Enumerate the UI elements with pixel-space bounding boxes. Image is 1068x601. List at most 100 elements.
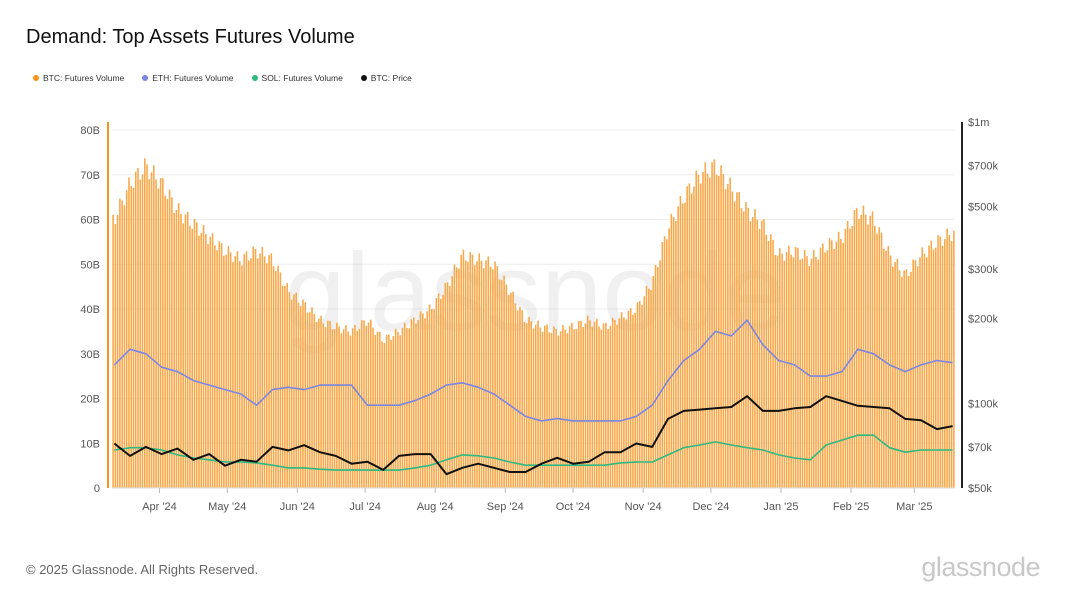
bar-btc-futures-volume <box>426 311 429 488</box>
bar-btc-futures-volume <box>602 323 605 488</box>
bar-btc-futures-volume <box>498 279 501 488</box>
bar-btc-futures-volume <box>772 239 774 488</box>
bar-btc-futures-volume <box>449 285 451 488</box>
bar-btc-futures-volume <box>788 245 790 488</box>
x-tick-label: Sep '24 <box>487 501 524 513</box>
bar-btc-futures-volume <box>232 262 234 488</box>
bar-btc-futures-volume <box>469 252 472 488</box>
bar-btc-futures-volume <box>313 313 316 488</box>
bar-btc-futures-volume <box>234 256 236 488</box>
bar-btc-futures-volume <box>950 241 953 488</box>
legend-item-btc-volume[interactable]: BTC: Futures Volume <box>33 73 124 83</box>
bar-btc-futures-volume <box>736 192 738 488</box>
copyright: © 2025 Glassnode. All Rights Reserved. <box>26 562 259 577</box>
y-left-tick-label: 20B <box>80 394 100 406</box>
bar-btc-futures-volume <box>740 208 743 488</box>
bar-btc-futures-volume <box>892 266 894 488</box>
bar-btc-futures-volume <box>679 195 682 489</box>
bar-btc-futures-volume <box>577 320 580 488</box>
bar-btc-futures-volume <box>252 246 255 488</box>
x-tick-label: Mar '25 <box>896 501 932 513</box>
bar-btc-futures-volume <box>738 192 740 488</box>
bar-btc-futures-volume <box>562 325 564 488</box>
bar-btc-futures-volume <box>272 266 275 488</box>
bar-btc-futures-volume <box>670 213 673 488</box>
y-left-tick-label: 40B <box>80 304 100 316</box>
bar-btc-futures-volume <box>910 271 912 488</box>
bar-btc-futures-volume <box>534 324 537 488</box>
bar-btc-futures-volume <box>894 261 896 488</box>
bar-btc-futures-volume <box>618 318 621 488</box>
bar-btc-futures-volume <box>790 254 792 488</box>
bar-btc-futures-volume <box>930 240 933 488</box>
y-right-tick-label: $300k <box>968 264 998 276</box>
bar-btc-futures-volume <box>645 285 648 488</box>
bar-btc-futures-volume <box>397 331 399 488</box>
bar-btc-futures-volume <box>480 260 483 488</box>
bar-btc-futures-volume <box>417 320 420 488</box>
bar-btc-futures-volume <box>223 255 225 488</box>
y-left-tick-label: 80B <box>80 125 100 137</box>
bar-btc-futures-volume <box>663 236 666 488</box>
legend-dot <box>251 75 258 81</box>
bar-btc-futures-volume <box>482 268 485 488</box>
bar-btc-futures-volume <box>564 329 566 488</box>
bar-btc-futures-volume <box>636 302 639 488</box>
bar-btc-futures-volume <box>247 260 250 488</box>
bar-btc-futures-volume <box>672 217 675 488</box>
bar-btc-futures-volume <box>290 299 293 488</box>
bar-btc-futures-volume <box>363 320 365 488</box>
bar-btc-futures-volume <box>770 234 772 488</box>
bar-btc-futures-volume <box>340 333 343 488</box>
bar-btc-futures-volume <box>419 311 422 488</box>
bar-btc-futures-volume <box>711 162 713 489</box>
legend-item-eth-volume[interactable]: ETH: Futures Volume <box>142 73 234 83</box>
x-tick-label: Apr '24 <box>142 501 177 513</box>
legend-item-btc-price[interactable]: BTC: Price <box>360 73 412 83</box>
bar-btc-futures-volume <box>598 326 600 488</box>
bar-btc-futures-volume <box>620 312 623 488</box>
bar-btc-futures-volume <box>914 260 917 488</box>
bar-btc-futures-volume <box>171 197 173 488</box>
bar-btc-futures-volume <box>860 214 862 489</box>
bar-btc-futures-volume <box>593 321 596 488</box>
bar-btc-futures-volume <box>941 245 944 488</box>
bar-btc-futures-volume <box>541 331 544 488</box>
bar-btc-futures-volume <box>643 296 646 488</box>
bar-btc-futures-volume <box>767 241 770 488</box>
bar-btc-futures-volume <box>318 318 320 488</box>
bar-btc-futures-volume <box>216 250 218 488</box>
bar-btc-futures-volume <box>853 209 856 488</box>
bar-btc-futures-volume <box>489 266 492 488</box>
bar-btc-futures-volume <box>810 258 813 488</box>
bar-btc-futures-volume <box>451 276 453 488</box>
y-right-tick-label: $50k <box>968 483 992 495</box>
bar-btc-futures-volume <box>345 325 347 488</box>
bar-btc-futures-volume <box>781 253 783 488</box>
bar-btc-futures-volume <box>697 174 700 488</box>
bar-btc-futures-volume <box>116 214 119 488</box>
bar-btc-futures-volume <box>299 306 302 488</box>
bar-btc-futures-volume <box>654 264 657 488</box>
bar-btc-futures-volume <box>523 322 526 488</box>
bar-btc-futures-volume <box>516 310 519 488</box>
bar-btc-futures-volume <box>507 295 510 488</box>
legend-dot <box>360 75 367 81</box>
bar-btc-futures-volume <box>925 257 928 488</box>
line-btc-price <box>113 395 953 476</box>
bar-btc-futures-volume <box>347 331 349 488</box>
bar-btc-futures-volume <box>532 328 535 488</box>
bar-btc-futures-volume <box>182 223 184 489</box>
legend-item-sol-volume[interactable]: SOL: Futures Volume <box>251 73 343 83</box>
bar-btc-futures-volume <box>442 294 444 488</box>
bar-btc-futures-volume <box>652 275 655 488</box>
bar-btc-futures-volume <box>824 252 826 488</box>
bar-btc-futures-volume <box>580 320 582 488</box>
bar-btc-futures-volume <box>168 189 171 488</box>
bar-btc-futures-volume <box>175 210 178 488</box>
y-right-tick-label: $700k <box>968 161 998 173</box>
bar-btc-futures-volume <box>218 241 221 488</box>
bar-btc-futures-volume <box>657 267 659 488</box>
bar-btc-futures-volume <box>566 333 569 488</box>
